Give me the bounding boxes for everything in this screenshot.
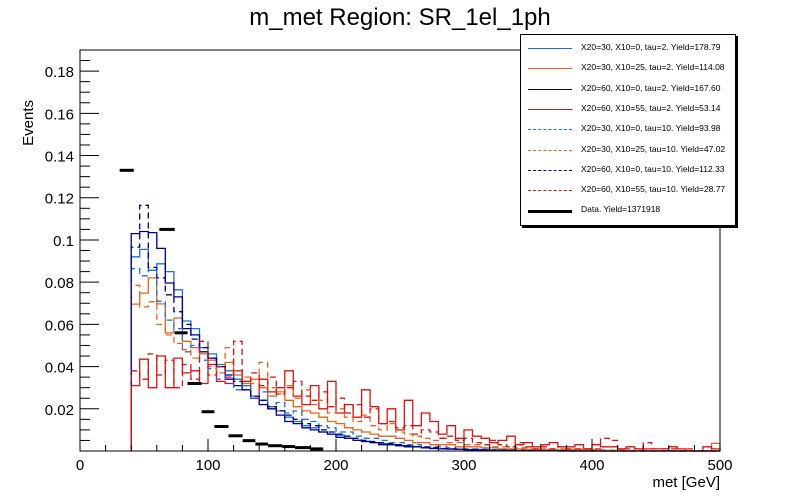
y-tick-label: 0.14 xyxy=(45,149,74,166)
legend-swatch xyxy=(528,88,572,90)
legend-item: X20=30, X10=0, tau=2. Yield=178.79 xyxy=(521,39,735,59)
legend-item: X20=60, X10=55, tau=2. Yield=53.14 xyxy=(521,100,735,120)
x-tick-label: 200 xyxy=(323,457,348,474)
legend-swatch xyxy=(528,210,572,214)
legend-label: X20=30, X10=0, tau=2. Yield=178.79 xyxy=(581,42,721,52)
y-tick-label: 0.12 xyxy=(45,191,74,208)
y-tick-label: 0.18 xyxy=(45,64,74,81)
y-tick-label: 0.04 xyxy=(45,360,74,377)
x-tick-label: 0 xyxy=(76,457,84,474)
x-tick-label: 100 xyxy=(195,457,220,474)
legend-swatch xyxy=(528,169,572,171)
legend-label: X20=30, X10=25, tau=2. Yield=114.08 xyxy=(581,62,725,73)
legend-label: X20=30, X10=25, tau=10. Yield=47.02 xyxy=(581,143,726,154)
chart-title: m_met Region: SR_1el_1ph xyxy=(249,4,551,31)
legend-item: X20=30, X10=0, tau=10. Yield=93.98 xyxy=(521,120,735,140)
legend-swatch xyxy=(528,68,572,70)
legend-item: X20=30, X10=25, tau=10. Yield=47.02 xyxy=(521,141,735,161)
legend-item: Data. Yield=1371918 xyxy=(521,201,735,221)
y-tick-label: 0.08 xyxy=(45,275,74,292)
histogram-series-7 xyxy=(130,340,720,452)
histogram-series-2 xyxy=(130,230,720,452)
histogram-series-4 xyxy=(130,268,720,452)
histogram-series-0 xyxy=(130,248,720,452)
x-tick-label: 300 xyxy=(451,457,476,474)
x-tick-label: 400 xyxy=(579,457,604,474)
y-axis-label: Events xyxy=(20,100,37,146)
legend-label: X20=60, X10=0, tau=2. Yield=167.60 xyxy=(581,82,721,93)
legend-swatch xyxy=(528,48,572,49)
y-tick-label: 0.02 xyxy=(45,402,74,419)
legend-label: X20=60, X10=55, tau=2. Yield=53.14 xyxy=(581,102,721,113)
legend-item: X20=60, X10=55, tau=10. Yield=28.77 xyxy=(521,181,735,201)
y-tick-label: 0.1 xyxy=(53,233,74,250)
histogram-series-6 xyxy=(130,204,720,452)
legend-label: X20=60, X10=55, tau=10. Yield=28.77 xyxy=(581,184,726,195)
legend-swatch xyxy=(528,129,572,131)
histogram-series-5 xyxy=(130,284,721,452)
legend-swatch xyxy=(528,108,572,110)
y-axis: 0.02 0.04 0.06 0.08 0.1 0.12 0.14 0.16 0.18 xyxy=(45,49,99,441)
legend-item: X20=60, X10=0, tau=2. Yield=167.60 xyxy=(521,80,735,100)
histogram-series-3 xyxy=(130,355,721,452)
legend: X20=30, X10=0, tau=2. Yield=178.79 X20=30… xyxy=(520,34,736,226)
x-axis: 0 100 200 300 400 500 xyxy=(76,439,733,474)
y-tick-label: 0.06 xyxy=(45,317,74,334)
legend-swatch xyxy=(528,190,572,192)
legend-item: X20=30, X10=25, tau=2. Yield=114.08 xyxy=(521,59,735,79)
x-tick-label: 500 xyxy=(707,457,732,474)
y-tick-label: 0.16 xyxy=(45,106,74,123)
legend-label: X20=30, X10=0, tau=10. Yield=93.98 xyxy=(581,123,721,134)
legend-label: Data. Yield=1371918 xyxy=(581,204,661,215)
legend-item: X20=60, X10=0, tau=10. Yield=112.33 xyxy=(521,161,735,181)
legend-label: X20=60, X10=0, tau=10. Yield=112.33 xyxy=(581,163,725,174)
legend-swatch xyxy=(528,149,572,151)
x-axis-label: met [GeV] xyxy=(652,474,720,491)
